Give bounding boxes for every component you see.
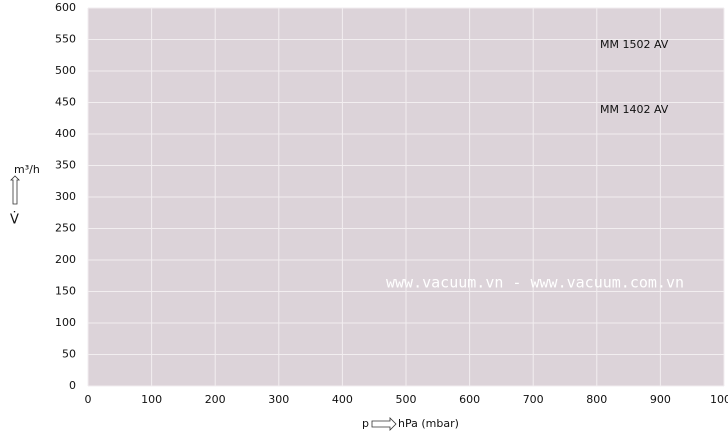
y-tick-label: 300: [55, 190, 76, 203]
y-axis-symbol: V̇: [10, 212, 19, 227]
y-tick-label: 150: [55, 285, 76, 298]
x-tick-label: 100: [141, 393, 162, 406]
x-tick-label: 300: [268, 393, 289, 406]
y-tick-label: 450: [55, 96, 76, 109]
annotation: MM 1502 AV: [600, 38, 669, 51]
y-axis-arrow: [10, 175, 20, 205]
y-tick-label: 500: [55, 64, 76, 77]
y-tick-label: 100: [55, 316, 76, 329]
x-axis-arrow: [371, 417, 397, 431]
x-tick-label: 1000: [710, 393, 728, 406]
y-axis-unit: m³/h: [14, 163, 40, 176]
x-tick-label: 0: [85, 393, 92, 406]
y-tick-label: 550: [55, 33, 76, 46]
x-tick-label: 600: [459, 393, 480, 406]
y-tick-label: 50: [62, 348, 76, 361]
y-tick-label: 400: [55, 127, 76, 140]
watermark: www.vacuum.vn - www.vacuum.com.vn: [386, 274, 684, 292]
y-tick-label: 350: [55, 159, 76, 172]
x-tick-label: 700: [523, 393, 544, 406]
x-axis-unit: hPa (mbar): [398, 417, 459, 430]
x-tick-label: 500: [396, 393, 417, 406]
y-tick-label: 0: [69, 379, 76, 392]
x-tick-label: 800: [586, 393, 607, 406]
x-tick-label: 400: [332, 393, 353, 406]
annotation: MM 1402 AV: [600, 103, 669, 116]
x-axis-symbol: p: [362, 417, 369, 430]
x-tick-label: 200: [205, 393, 226, 406]
y-tick-label: 250: [55, 222, 76, 235]
x-tick-label: 900: [650, 393, 671, 406]
y-tick-label: 200: [55, 253, 76, 266]
y-tick-label: 600: [55, 1, 76, 14]
